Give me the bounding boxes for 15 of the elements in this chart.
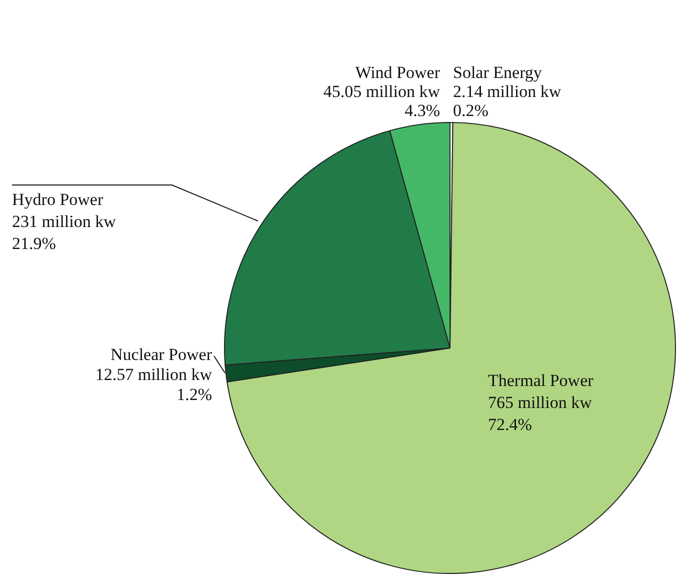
slice-label: Nuclear Power bbox=[110, 345, 212, 364]
text: 12.57 million kw bbox=[95, 365, 212, 384]
text: 765 million kw bbox=[488, 393, 592, 412]
slice-label: Wind Power bbox=[355, 63, 440, 82]
data-label: 4.3% bbox=[404, 101, 440, 120]
text: 2.14 million kw bbox=[453, 82, 562, 101]
data-label: 72.4% bbox=[488, 415, 532, 434]
data-label: 21.9% bbox=[12, 234, 56, 253]
slice-label: Hydro Power bbox=[12, 190, 104, 209]
data-label: 1.2% bbox=[176, 385, 212, 404]
text: 45.05 million kw bbox=[323, 82, 440, 101]
slice-label: Solar Energy bbox=[453, 63, 542, 82]
data-label: 0.2% bbox=[453, 101, 488, 120]
slice-label: Thermal Power bbox=[488, 371, 594, 390]
text: 231 million kw bbox=[12, 212, 116, 231]
